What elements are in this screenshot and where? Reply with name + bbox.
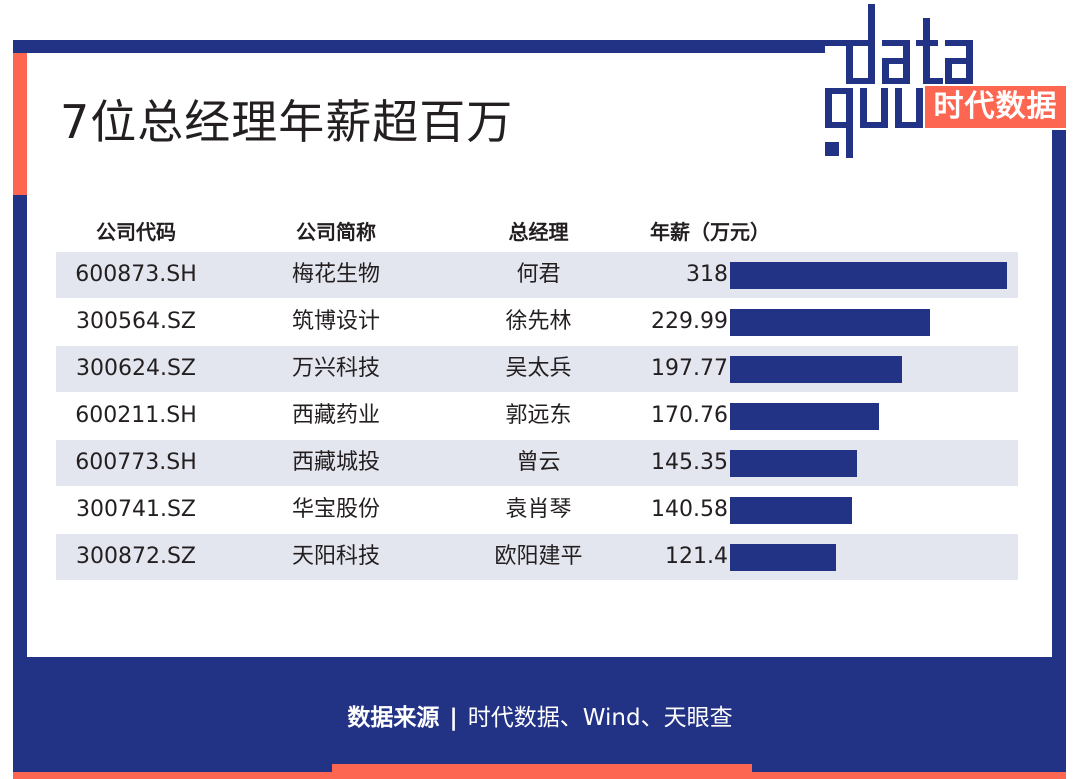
salary-bar xyxy=(730,544,836,571)
manager-name: 郭远东 xyxy=(505,403,572,428)
salary-value: 170.76 xyxy=(651,403,728,428)
company-name: 万兴科技 xyxy=(291,356,380,381)
company-name: 梅花生物 xyxy=(291,262,380,287)
manager-name: 曾云 xyxy=(516,450,561,475)
salary-value: 121.4 xyxy=(665,544,728,569)
source-label: 数据来源 xyxy=(347,705,440,731)
table-row: 300624.SZ 万兴科技 吴太兵 197.77 xyxy=(56,346,1018,392)
frame-left-accent xyxy=(13,53,27,195)
manager-name: 何君 xyxy=(516,262,561,287)
source-separator: | xyxy=(449,705,458,731)
company-name: 华宝股份 xyxy=(291,497,380,522)
salary-bar xyxy=(730,450,857,477)
company-code: 300872.SZ xyxy=(75,544,196,569)
manager-name: 徐先林 xyxy=(505,309,572,334)
salary-bar xyxy=(730,262,1007,289)
manager-name: 欧阳建平 xyxy=(494,544,583,569)
table-row: 600873.SH 梅花生物 何君 318 xyxy=(56,252,1018,298)
salary-value: 318 xyxy=(686,262,728,287)
salary-bar xyxy=(730,403,879,430)
bottom-accent-strip xyxy=(13,772,1066,779)
salary-value: 145.35 xyxy=(651,450,728,475)
table-row: 300872.SZ 天阳科技 欧阳建平 121.4 xyxy=(56,534,1018,580)
table-row: 300564.SZ 筑博设计 徐先林 229.99 xyxy=(56,299,1018,345)
company-name: 西藏药业 xyxy=(291,403,380,428)
frame-right-border xyxy=(1052,130,1066,772)
data-source: 数据来源 | 时代数据、Wind、天眼查 xyxy=(0,698,1080,732)
header-manager: 总经理 xyxy=(508,220,569,244)
logo-cn-badge: 时代数据 xyxy=(925,86,1066,128)
company-name: 西藏城投 xyxy=(291,450,380,475)
manager-name: 袁肖琴 xyxy=(505,497,572,522)
header-salary: 年薪（万元） xyxy=(650,220,770,244)
company-name: 天阳科技 xyxy=(291,544,380,569)
company-code: 300624.SZ xyxy=(75,356,196,381)
company-code: 300564.SZ xyxy=(75,309,196,334)
company-code: 600211.SH xyxy=(75,403,197,428)
header-company-name: 公司简称 xyxy=(296,220,376,244)
company-code: 300741.SZ xyxy=(75,497,196,522)
datagoo-logo-icon xyxy=(822,4,973,158)
header-company-code: 公司代码 xyxy=(96,220,176,244)
bottom-accent-raised xyxy=(332,764,752,772)
source-list: 时代数据、Wind、天眼查 xyxy=(467,705,733,731)
footer-band xyxy=(13,657,1066,772)
salary-value: 229.99 xyxy=(651,309,728,334)
table-row: 600773.SH 西藏城投 曾云 145.35 xyxy=(56,440,1018,486)
page-title: 7位总经理年薪超百万 xyxy=(60,95,514,149)
frame-left-border xyxy=(13,195,27,772)
salary-value: 140.58 xyxy=(651,497,728,522)
table-row: 600211.SH 西藏药业 郭远东 170.76 xyxy=(56,393,1018,439)
company-name: 筑博设计 xyxy=(291,309,380,334)
frame-top-border xyxy=(13,40,825,53)
manager-name: 吴太兵 xyxy=(505,356,572,381)
salary-bar xyxy=(730,356,903,383)
salary-value: 197.77 xyxy=(651,356,728,381)
company-code: 600773.SH xyxy=(75,450,197,475)
company-code: 600873.SH xyxy=(75,262,197,287)
salary-bar xyxy=(730,309,931,336)
salary-bar xyxy=(730,497,853,524)
table-row: 300741.SZ 华宝股份 袁肖琴 140.58 xyxy=(56,487,1018,533)
